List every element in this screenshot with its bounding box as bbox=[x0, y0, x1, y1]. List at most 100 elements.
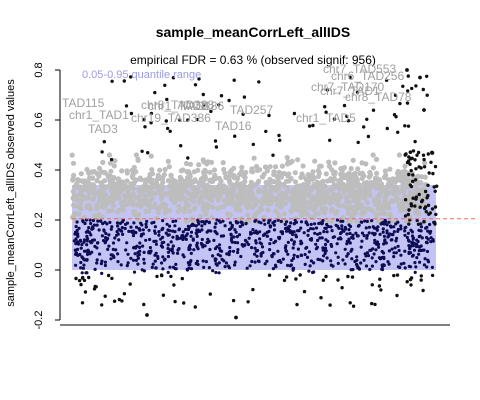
significant-point bbox=[110, 79, 114, 84]
significant-point bbox=[100, 303, 104, 307]
band-point bbox=[364, 264, 369, 268]
significant-point bbox=[348, 75, 352, 80]
band-point bbox=[245, 266, 249, 270]
grey-point bbox=[398, 208, 404, 214]
grey-point bbox=[106, 197, 112, 203]
grey-point bbox=[111, 163, 117, 169]
grey-point bbox=[418, 180, 424, 186]
band-point bbox=[81, 266, 85, 270]
annotation-label: chr19_TAD386 bbox=[131, 111, 211, 125]
significant-point bbox=[209, 109, 213, 114]
band-point bbox=[107, 233, 111, 237]
band-point bbox=[323, 251, 327, 255]
annotation-label: chr1_TAD2 bbox=[148, 99, 208, 113]
band-point bbox=[356, 266, 360, 270]
significant-point bbox=[395, 273, 400, 277]
grey-point bbox=[175, 195, 181, 201]
band-point bbox=[201, 220, 205, 224]
grey-point bbox=[175, 208, 181, 215]
band-point bbox=[182, 235, 186, 239]
grey-point bbox=[302, 209, 308, 215]
band-point bbox=[343, 262, 347, 266]
significant-point bbox=[355, 90, 360, 94]
band-point bbox=[419, 248, 423, 253]
band-point bbox=[154, 251, 158, 255]
band-point bbox=[119, 263, 123, 267]
significant-point bbox=[403, 124, 407, 128]
significant-point bbox=[407, 155, 411, 159]
grey-point bbox=[321, 200, 327, 206]
grey-point bbox=[116, 217, 122, 223]
band-point bbox=[278, 235, 282, 239]
grey-point bbox=[78, 206, 84, 212]
band-point bbox=[383, 239, 387, 243]
band-point bbox=[268, 224, 272, 228]
significant-point bbox=[180, 276, 184, 281]
band-point bbox=[144, 238, 148, 242]
band-point bbox=[345, 232, 349, 236]
band-point bbox=[422, 248, 426, 252]
grey-point bbox=[187, 208, 193, 214]
grey-point bbox=[277, 192, 283, 198]
significant-point bbox=[142, 302, 146, 307]
significant-point bbox=[408, 162, 412, 166]
band-point bbox=[299, 239, 303, 243]
band-point bbox=[367, 225, 371, 229]
band-point bbox=[190, 223, 194, 228]
band-point bbox=[78, 252, 82, 257]
band-point bbox=[212, 238, 216, 242]
grey-point bbox=[223, 174, 229, 180]
band-point bbox=[388, 224, 393, 228]
significant-point bbox=[242, 95, 247, 99]
band-point bbox=[214, 262, 218, 266]
significant-point bbox=[405, 280, 409, 284]
grey-point bbox=[265, 195, 271, 201]
significant-point bbox=[208, 292, 212, 296]
significant-points-layer bbox=[74, 68, 439, 320]
band-point bbox=[95, 223, 99, 227]
band-point bbox=[196, 218, 200, 222]
band-point bbox=[111, 247, 115, 251]
band-point bbox=[93, 267, 97, 271]
band-point bbox=[76, 242, 81, 246]
grey-point bbox=[316, 170, 322, 176]
band-point bbox=[429, 240, 433, 244]
grey-point bbox=[71, 202, 77, 208]
grey-point bbox=[155, 173, 162, 179]
band-point bbox=[251, 228, 255, 232]
significant-point bbox=[429, 160, 433, 164]
grey-point bbox=[413, 181, 419, 188]
grey-point bbox=[314, 179, 320, 185]
band-point bbox=[303, 262, 307, 266]
band-point bbox=[292, 253, 296, 257]
band-point bbox=[168, 265, 172, 269]
band-point bbox=[153, 259, 157, 263]
band-point bbox=[403, 266, 407, 270]
band-point bbox=[166, 243, 170, 247]
band-point bbox=[380, 267, 384, 271]
significant-point bbox=[433, 222, 437, 226]
grey-point bbox=[275, 175, 281, 181]
band-point bbox=[223, 265, 227, 269]
band-point bbox=[74, 251, 78, 255]
band-point bbox=[223, 224, 227, 228]
band-point bbox=[123, 226, 127, 231]
band-point bbox=[127, 229, 131, 233]
band-point bbox=[294, 235, 298, 239]
grey-point bbox=[268, 201, 274, 207]
significant-point bbox=[423, 206, 427, 211]
significant-point bbox=[112, 299, 117, 303]
band-point bbox=[336, 261, 340, 265]
significant-point bbox=[432, 185, 436, 189]
band-point bbox=[207, 221, 211, 225]
significant-point bbox=[324, 110, 328, 114]
band-point bbox=[80, 243, 84, 247]
band-point bbox=[307, 269, 311, 273]
band-point bbox=[299, 220, 304, 224]
band-point bbox=[382, 256, 386, 261]
band-point bbox=[125, 241, 129, 245]
band-point bbox=[335, 242, 339, 246]
significant-point bbox=[366, 134, 371, 139]
significant-point bbox=[430, 273, 435, 278]
significant-point bbox=[371, 108, 376, 112]
